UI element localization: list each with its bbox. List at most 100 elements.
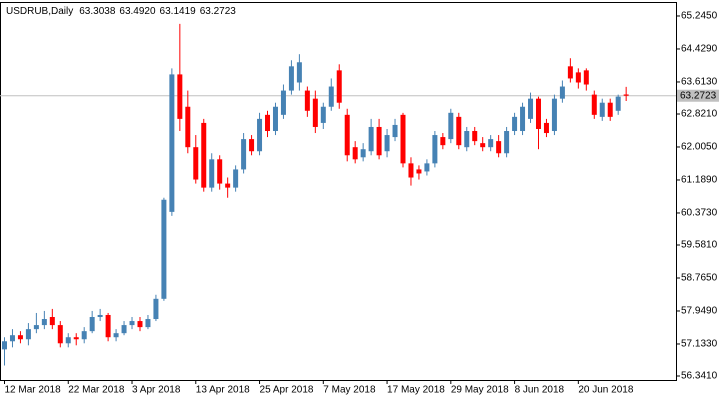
candle-body (169, 74, 175, 212)
candle-body (113, 333, 119, 338)
candle-body (145, 319, 151, 328)
y-tick-label: 62.0050 (681, 142, 718, 153)
candle-body (559, 86, 565, 99)
candle-body (9, 335, 15, 342)
candle-body (583, 70, 589, 85)
x-tick-label: 17 May 2018 (387, 385, 445, 396)
candle-body (280, 90, 286, 115)
y-tick-label: 62.8210 (681, 109, 718, 120)
candle-body (97, 314, 103, 318)
candle-body (217, 159, 223, 184)
y-tick-label: 58.7650 (681, 273, 718, 284)
candle-body (257, 118, 263, 152)
candle-body (105, 314, 111, 338)
candle-body (185, 106, 191, 148)
y-tick-label: 59.5810 (681, 240, 718, 251)
candle-body (33, 325, 39, 330)
header-high: 63.4920 (119, 6, 156, 17)
header-close: 63.2723 (200, 6, 237, 17)
candle-body (161, 199, 167, 299)
candle-body (129, 321, 135, 326)
x-tick-label: 8 Jun 2018 (515, 385, 565, 396)
chart-header: USDRUB,Daily 63.3038 63.4920 63.1419 63.2723 (6, 6, 236, 17)
y-tick-label: 57.1330 (681, 339, 718, 350)
candle-body (575, 72, 581, 83)
header-open: 63.3038 (79, 6, 116, 17)
candle-body (520, 106, 526, 132)
candle-body (623, 94, 629, 96)
candle-body (17, 335, 23, 340)
current-price-label: 63.2723 (680, 90, 717, 101)
x-tick-label: 25 Apr 2018 (260, 385, 314, 396)
candle-body (551, 98, 557, 132)
candle-body (193, 147, 199, 180)
candle-body (567, 66, 573, 79)
candle-body (496, 141, 502, 154)
candle-body (599, 102, 605, 117)
x-tick-label: 20 Jun 2018 (578, 385, 633, 396)
candle-body (512, 116, 518, 132)
header-low: 63.1419 (160, 6, 197, 17)
candle-body (296, 62, 302, 83)
candle-body (488, 139, 494, 148)
candle-body (241, 139, 247, 170)
candle-body (440, 137, 446, 146)
candle-body (304, 90, 310, 111)
candle-body (320, 106, 326, 123)
candle-body (543, 122, 549, 134)
candle-body (225, 183, 231, 188)
candle-body (344, 114, 350, 156)
y-tick-label: 60.3730 (681, 208, 718, 219)
candle-body (25, 329, 31, 340)
y-tick-label: 65.2450 (681, 11, 718, 22)
candle-body (2, 341, 7, 350)
current-price-box (677, 89, 719, 102)
candle-body (233, 169, 239, 188)
candle-body (272, 106, 278, 132)
candle-body (352, 147, 358, 160)
candle-body (201, 122, 207, 188)
candle-body (81, 331, 87, 340)
x-tick-label: 7 May 2018 (323, 385, 376, 396)
x-tick-label: 22 Mar 2018 (68, 385, 125, 396)
candle-body (400, 114, 406, 164)
candle-body (432, 135, 438, 164)
candle-body (424, 163, 430, 172)
y-tick-label: 64.4290 (681, 44, 718, 55)
candle-body (265, 114, 271, 132)
x-tick-label: 13 Apr 2018 (196, 385, 250, 396)
x-tick-label: 3 Apr 2018 (132, 385, 181, 396)
candle-body (328, 86, 334, 107)
candle-body (384, 135, 390, 152)
candle-body (416, 169, 422, 174)
candle-body (360, 149, 366, 158)
candle-body (591, 94, 597, 115)
candle-body (65, 337, 71, 344)
candle-body (73, 337, 79, 340)
candle-body (504, 131, 510, 154)
candle-body (368, 126, 374, 152)
candle-body (153, 298, 159, 320)
candle-body (137, 321, 143, 328)
candle-body (336, 70, 342, 103)
candle-body (480, 143, 486, 148)
symbol: USDRUB,Daily (6, 6, 73, 17)
candle-body (376, 126, 382, 156)
candle-body (535, 98, 541, 129)
candle-body (607, 102, 613, 117)
candle-body (528, 98, 534, 119)
y-tick-label: 63.6130 (681, 77, 718, 88)
candle-body (472, 131, 478, 142)
x-tick-label: 29 May 2018 (451, 385, 509, 396)
candle-body (209, 159, 215, 188)
y-tick-label: 57.9490 (681, 306, 718, 317)
y-tick-label: 61.1890 (681, 175, 718, 186)
candle-body (57, 325, 63, 344)
candle-body (456, 116, 462, 146)
candle-body (41, 319, 47, 326)
candle-body (249, 139, 255, 152)
candle-body (615, 96, 621, 111)
candle-body (89, 317, 95, 332)
